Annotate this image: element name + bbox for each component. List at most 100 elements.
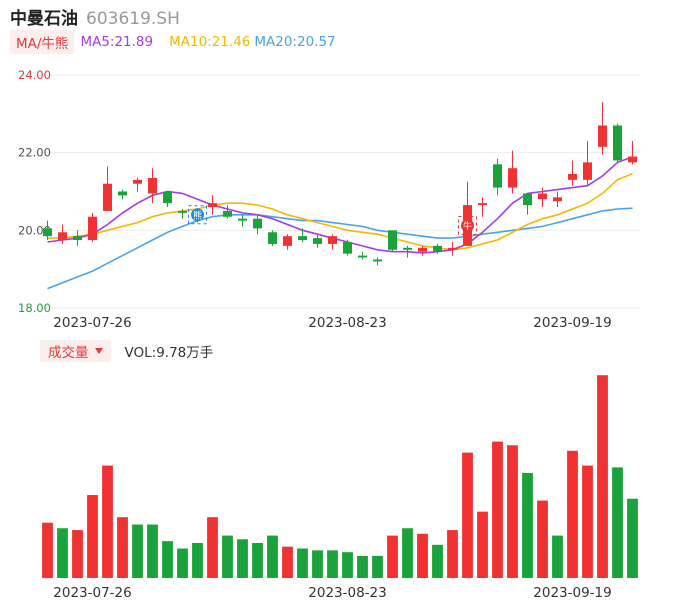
volume-bar (372, 555, 383, 578)
signal-marker: 牛 (458, 215, 477, 235)
volume-bar (387, 535, 398, 578)
candle-body (373, 259, 382, 262)
volume-indicator-toggle[interactable]: 成交量 (40, 340, 111, 362)
volume-bar (597, 375, 608, 578)
candle (208, 195, 217, 215)
volume-bar (117, 517, 128, 578)
price-axis-label: 24.00 (18, 68, 51, 82)
candle (223, 205, 232, 219)
volume-bar (402, 528, 413, 578)
candle-body (268, 232, 277, 244)
stock-name: 中曼石油 (10, 9, 78, 29)
date-axis-label: 2023-09-19 (533, 585, 611, 601)
candle-body (58, 232, 67, 241)
candle (88, 212, 97, 242)
candle-body (298, 236, 307, 241)
candle (253, 214, 262, 235)
candle (478, 197, 487, 217)
candle-body (493, 164, 502, 188)
candle (628, 141, 637, 165)
volume-bar (237, 539, 248, 578)
candle (448, 241, 457, 256)
volume-bar (87, 495, 98, 578)
ma-legend: MA/牛熊 MA5:21.89 MA10:21.46 MA20:20.57 (10, 30, 336, 54)
signal-marker-label: 牛 (463, 220, 472, 232)
volume-bar (507, 445, 518, 578)
candle-body (133, 179, 142, 184)
volume-bar (297, 548, 308, 578)
candle-body (508, 168, 517, 188)
candle-body (553, 197, 562, 202)
signal-marker-dot (461, 218, 474, 232)
volume-bar (192, 542, 203, 578)
volume-bar (222, 535, 233, 578)
candle-body (343, 241, 352, 254)
date-axis-label: 2023-07-26 (53, 315, 131, 331)
price-axis-label: 18.00 (18, 301, 51, 315)
candle (463, 181, 472, 246)
volume-bar (312, 550, 323, 578)
candle-body (148, 177, 157, 194)
candle (553, 191, 562, 208)
volume-bar (42, 522, 53, 578)
signal-marker-frame (188, 205, 207, 225)
candle (613, 123, 622, 163)
candle (433, 243, 442, 254)
candle-body (433, 245, 442, 252)
candle-body (328, 236, 337, 244)
candle-body (403, 247, 412, 250)
price-axis-label: 20.00 (18, 223, 51, 237)
candle-body (178, 210, 187, 213)
candle-body (283, 236, 292, 246)
volume-bar (492, 441, 503, 578)
candle-body (238, 218, 247, 221)
candle (493, 158, 502, 196)
candle (238, 214, 247, 227)
volume-bar (147, 524, 158, 578)
candle-body (418, 247, 427, 252)
volume-bar (567, 450, 578, 578)
candle (73, 230, 82, 246)
candle (133, 177, 142, 192)
candle (178, 208, 187, 219)
signal-marker-label: 熊 (193, 209, 202, 221)
candle-body (388, 230, 397, 250)
ma20-label: MA20:20.57 (254, 34, 336, 50)
volume-bar (612, 467, 623, 578)
volume-bar (627, 498, 638, 578)
candle-body (163, 191, 172, 204)
candle-body (613, 125, 622, 161)
signal-marker-frame (458, 215, 477, 235)
candle (268, 230, 277, 246)
volume-bar (552, 535, 563, 578)
ma-indicator-toggle[interactable]: MA/牛熊 (10, 30, 75, 54)
candle-body (88, 216, 97, 241)
candle-body (313, 238, 322, 244)
candle (418, 245, 427, 256)
candle-body (358, 255, 367, 258)
volume-bar (57, 528, 68, 578)
ma5-label: MA5:21.89 (80, 34, 154, 50)
volume-bar (447, 530, 458, 578)
candle (508, 150, 517, 194)
candle (43, 220, 52, 241)
stock-code: 603619.SH (86, 9, 180, 29)
candle (163, 191, 172, 208)
candle (118, 189, 127, 200)
date-axis-label: 2023-08-23 (308, 585, 386, 601)
volume-bar (417, 533, 428, 578)
price-axis-label: 22.00 (18, 146, 51, 160)
signal-marker-dot (191, 208, 204, 222)
candle-body (103, 183, 112, 211)
volume-bar (477, 511, 488, 578)
volume-bar (267, 535, 278, 578)
caret-down-icon (94, 348, 103, 354)
ma10-label: MA10:21.46 (169, 34, 251, 50)
date-axis-label: 2023-08-23 (308, 315, 386, 331)
volume-bar (252, 542, 263, 578)
volume-legend: 成交量 VOL:9.78万手 (40, 340, 213, 362)
candle (343, 240, 352, 256)
candle-body (208, 203, 217, 208)
candle-body (223, 210, 232, 217)
